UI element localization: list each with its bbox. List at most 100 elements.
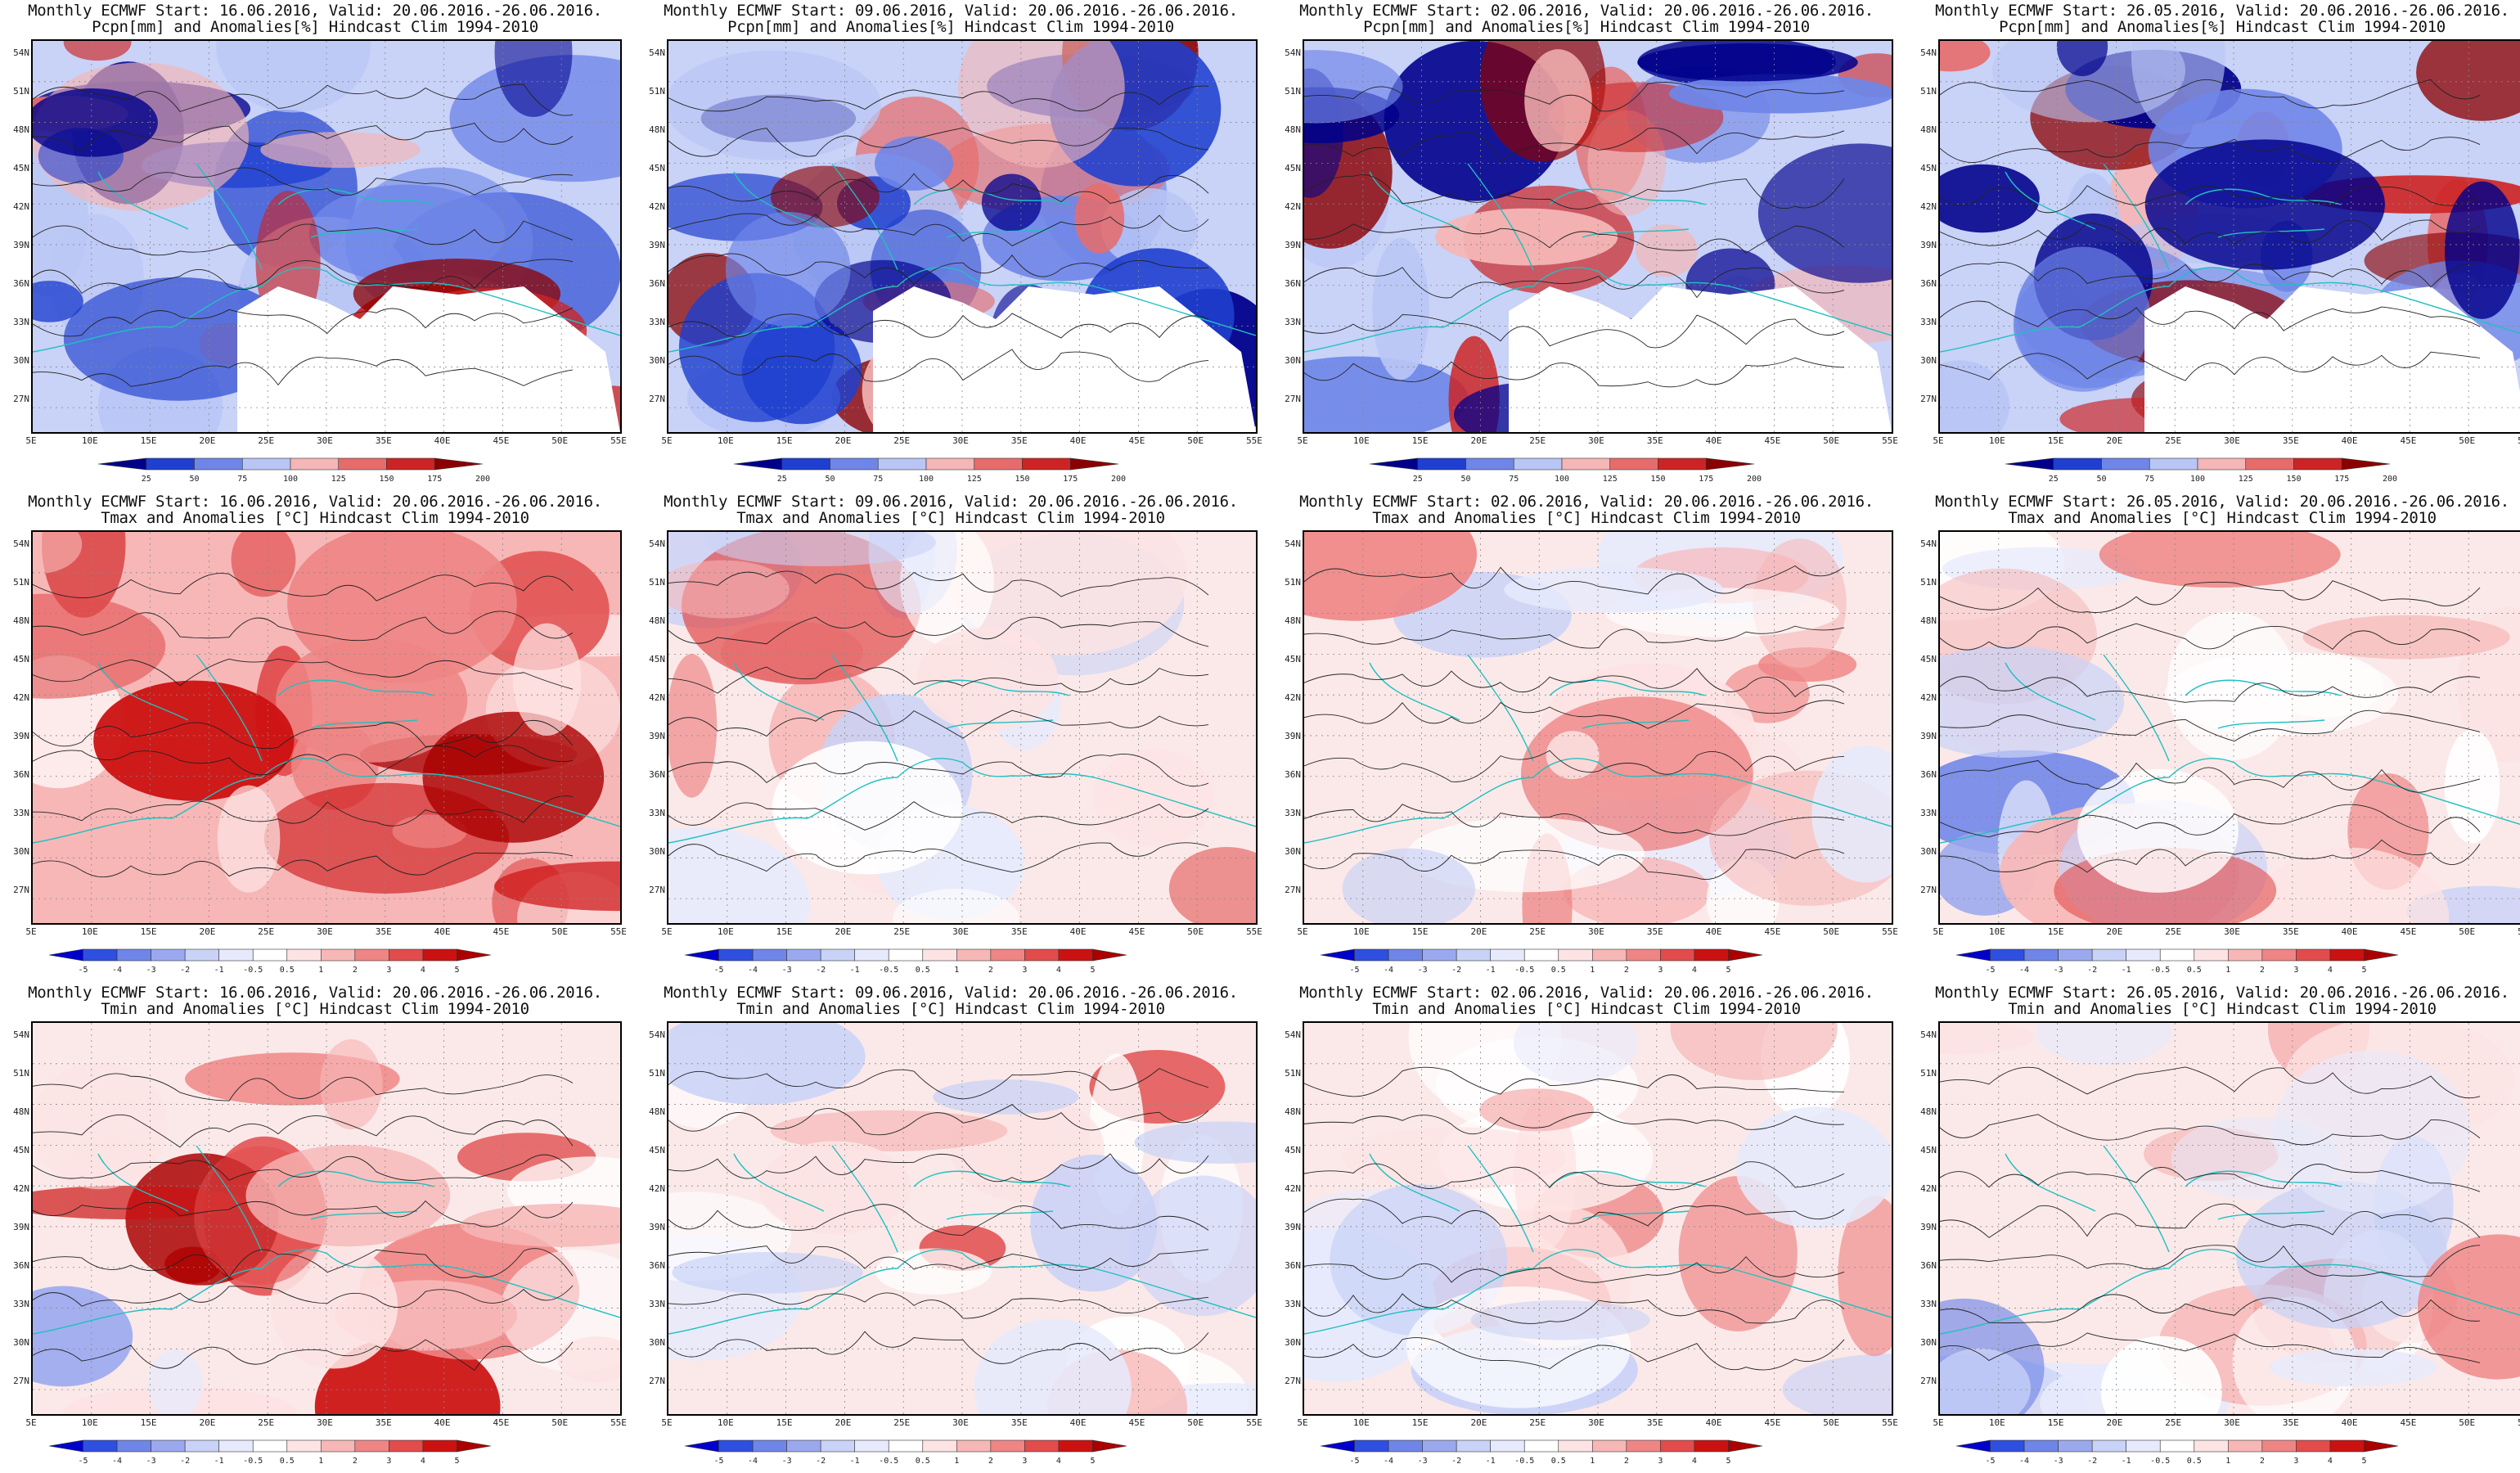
latitude-tick-label: 36N [1285,1260,1301,1271]
longitude-tick-label: 15E [776,1417,793,1428]
colorbar-swatch [974,457,1023,471]
colorbar-tick-label: 2 [1623,966,1629,975]
latitude-tick-label: 42N [1920,201,1937,212]
colorbar-swatch [854,948,889,962]
latitude-tick-label: 33N [1285,1299,1301,1309]
panel-title: Monthly ECMWF Start: 02.06.2016, Valid: … [1299,493,1874,511]
latitude-tick-label: 36N [649,278,665,289]
colorbar-swatch [2364,1439,2399,1453]
colorbar-swatch [1058,948,1093,962]
panel-title: Monthly ECMWF Start: 16.06.2016, Valid: … [28,984,602,1002]
colorbar-swatch [1388,1439,1423,1453]
colorbar-tick-label: 3 [1022,1457,1028,1466]
anomaly-map [667,39,1258,434]
longitude-tick-label: 20E [1470,926,1487,937]
panel-subtitle: Tmax and Anomalies [°C] Hindcast Clim 19… [1372,509,1801,527]
latitude-tick-label: 54N [13,538,29,549]
colorbar-swatch [184,1439,219,1453]
longitude-tick-label: 20E [1470,435,1487,446]
colorbar-swatch [2023,948,2059,962]
latitude-tick-label: 36N [1920,769,1937,780]
colorbar-swatch [48,948,83,962]
longitude-tick-label: 55E [1246,1417,1262,1428]
latitude-tick-label: 48N [649,124,665,135]
longitude-tick-label: 45E [1764,435,1781,446]
anomaly-map [1303,39,1893,434]
latitude-tick-label: 30N [13,846,29,857]
latitude-tick-label: 27N [649,885,665,895]
colorbar-tick-label: 2 [352,966,358,975]
colorbar-tick-label: 0.5 [2186,1457,2202,1466]
latitude-tick-label: 54N [649,47,665,58]
latitude-tick-label: 51N [13,1068,29,1079]
colorbar-tick-label: -1 [849,966,860,975]
colorbar-swatch [888,948,924,962]
colorbar-tick-label: -4 [112,966,123,975]
longitude-tick-label: 10E [81,1417,98,1428]
colorbar-swatch [389,948,424,962]
colorbar-tick-label: -2 [816,1457,826,1466]
longitude-tick-label: 25E [258,926,275,937]
longitude-tick-label: 5E [1297,926,1308,937]
longitude-tick-label: 20E [2106,926,2123,937]
colorbar-tick-label: 5 [1090,966,1096,975]
longitude-tick-label: 20E [2106,435,2123,446]
latitude-tick-label: 33N [649,317,665,327]
latitude-tick-label: 39N [13,240,29,250]
colorbar-tick-label: 3 [386,1457,392,1466]
colorbar-swatch [1022,457,1071,471]
colorbar-swatch [2245,457,2294,471]
panel-subtitle: Tmax and Anomalies [°C] Hindcast Clim 19… [736,509,1165,527]
latitude-tick-label: 42N [13,692,29,703]
panel-title: Monthly ECMWF Start: 09.06.2016, Valid: … [664,984,1238,1002]
colorbar-swatch [434,457,484,471]
colorbar-swatch [2159,948,2195,962]
colorbar-tick-label: 3 [386,966,392,975]
latitude-tick-label: 54N [1285,1029,1301,1040]
colorbar-tick-label: -3 [2053,1457,2063,1466]
longitude-tick-label: 35E [375,926,392,937]
longitude-tick-label: 30E [1588,926,1604,937]
latitude-tick-label: 33N [649,1299,665,1309]
colorbar-tick-label: -5 [78,966,88,975]
colorbar-tick-label: 200 [475,475,491,484]
longitude-tick-label: 5E [25,1417,37,1428]
colorbar-tick-label: -4 [748,966,758,975]
colorbar-tick-label: 4 [420,966,425,975]
colorbar [684,1439,1127,1453]
latitude-tick-label: 33N [13,317,29,327]
panel-subtitle: Tmax and Anomalies [°C] Hindcast Clim 19… [2008,509,2437,527]
colorbar-swatch [1456,1439,1491,1453]
panel-title: Monthly ECMWF Start: 26.05.2016, Valid: … [1935,984,2509,1002]
panel-subtitle: Tmin and Anomalies [°C] Hindcast Clim 19… [1372,1000,1801,1018]
latitude-tick-label: 45N [13,163,29,173]
longitude-tick-label: 25E [893,435,911,446]
latitude-tick-label: 33N [13,1299,29,1309]
colorbar-swatch [386,457,435,471]
colorbar-swatch [956,1439,992,1453]
colorbar-tick-label: 4 [2327,966,2333,975]
colorbar-swatch [1660,948,1695,962]
longitude-tick-label: 30E [317,926,333,937]
colorbar-swatch [1561,457,1611,471]
longitude-tick-label: 35E [1010,1417,1028,1428]
longitude-tick-label: 25E [2165,435,2182,446]
latitude-tick-label: 51N [649,577,665,588]
colorbar-swatch [1990,1439,2025,1453]
colorbar-swatch [321,1439,356,1453]
latitude-tick-label: 45N [1285,654,1301,664]
longitude-tick-label: 10E [1352,435,1370,446]
longitude-tick-label: 15E [2047,435,2064,446]
colorbar [733,457,1119,471]
colorbar-swatch [354,1439,389,1453]
colorbar-tick-label: 75 [237,475,248,484]
anomaly-map [667,530,1258,925]
colorbar-tick-label: 175 [2334,475,2350,484]
colorbar-swatch [925,457,975,471]
colorbar-tick-label: 125 [331,475,346,484]
longitude-tick-label: 45E [1128,926,1145,937]
longitude-tick-label: 10E [1988,1417,2005,1428]
colorbar-swatch [116,1439,151,1453]
colorbar-swatch [990,948,1025,962]
forecast-panel: Monthly ECMWF Start: 09.06.2016, Valid: … [636,491,1266,982]
